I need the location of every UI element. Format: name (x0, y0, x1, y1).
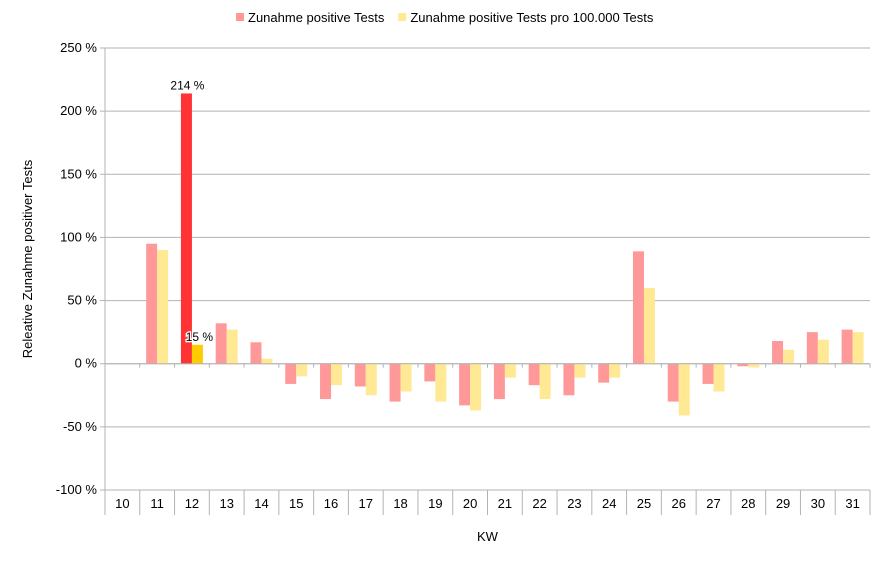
bar-kw11-series1 (146, 243, 158, 364)
bar-kw25-series1 (632, 251, 644, 364)
y-axis-ticks: -100 % -50 % 0 % 50 % 100 % 150 % 200 % 250 % (56, 40, 105, 497)
bar-kw17-series2 (365, 363, 377, 396)
bar-kw29-series2 (783, 349, 795, 364)
bar-kw22-series2 (539, 363, 551, 400)
bar-kw11-series2 (157, 250, 169, 364)
y-tick-label: 200 % (60, 103, 97, 118)
bar-kw31-series2 (852, 332, 864, 364)
x-tick-label: 28 (741, 496, 755, 511)
bar-kw22-series1 (528, 363, 540, 386)
bar-kw17-series1 (354, 363, 366, 387)
bar-kw30-series1 (806, 332, 818, 364)
x-tick-label: 31 (845, 496, 859, 511)
y-tick-label: 250 % (60, 40, 97, 55)
data-labels: 214 % 15 % (169, 77, 215, 345)
bar-kw20-series1 (459, 363, 471, 406)
bar-kw15-series1 (285, 363, 297, 384)
legend-label-series1: Zunahme positive Tests (248, 10, 385, 25)
bar-kw24-series1 (598, 363, 610, 383)
bar-kw26-series1 (667, 363, 679, 402)
bar-kw13-series2 (226, 329, 238, 364)
bar-kw27-series2 (713, 363, 725, 392)
x-tick-label: 22 (532, 496, 546, 511)
legend: Zunahme positive Tests Zunahme positive T… (236, 10, 654, 25)
data-label-kw12-series1: 214 % (170, 78, 204, 92)
bar-kw12-series2 (191, 344, 203, 364)
y-tick-label: 100 % (60, 229, 97, 244)
bar-kw31-series1 (841, 329, 853, 364)
x-tick-label: 16 (324, 496, 338, 511)
bar-kw21-series2 (504, 363, 516, 378)
data-label-kw12-series2: 15 % (186, 330, 214, 344)
bar-kw14-series1 (250, 342, 262, 364)
bar-kw28-series1 (737, 363, 749, 367)
bar-kw13-series1 (215, 323, 227, 364)
bar-kw24-series2 (609, 363, 621, 378)
x-tick-label: 12 (185, 496, 199, 511)
bar-kw14-series2 (261, 358, 273, 364)
bar-kw20-series2 (470, 363, 482, 411)
legend-swatch-series1 (236, 13, 244, 21)
bar-kw18-series2 (400, 363, 412, 392)
bar-kw23-series2 (574, 363, 586, 378)
bar-kw15-series2 (296, 363, 308, 377)
bar-kw19-series2 (435, 363, 447, 402)
x-tick-label: 15 (289, 496, 303, 511)
x-tick-label: 11 (150, 496, 164, 511)
y-tick-label: 150 % (60, 166, 97, 181)
x-tick-label: 13 (219, 496, 233, 511)
bar-kw21-series1 (493, 363, 505, 400)
y-tick-label: -50 % (63, 419, 97, 434)
bar-kw18-series1 (389, 363, 401, 402)
legend-label-series2: Zunahme positive Tests pro 100.000 Tests (410, 10, 654, 25)
gridlines (104, 47, 870, 491)
x-tick-label: 30 (811, 496, 825, 511)
bars (146, 93, 864, 416)
bar-kw27-series1 (702, 363, 714, 384)
x-tick-label: 25 (637, 496, 651, 511)
x-tick-label: 29 (776, 496, 790, 511)
bar-kw29-series1 (772, 340, 784, 364)
bar-kw26-series2 (678, 363, 690, 416)
bar-kw12-series1 (180, 93, 192, 364)
bar-kw16-series2 (331, 363, 343, 386)
bar-kw23-series1 (563, 363, 575, 396)
y-tick-label: 50 % (67, 293, 97, 308)
x-tick-label: 26 (672, 496, 686, 511)
x-tick-label: 17 (359, 496, 373, 511)
y-axis-title: Releative Zunahme positiver Tests (20, 159, 35, 358)
x-tick-label: 10 (115, 496, 129, 511)
x-tick-label: 18 (393, 496, 407, 511)
x-tick-label: 20 (463, 496, 477, 511)
x-tick-label: 24 (602, 496, 616, 511)
y-tick-label: 0 % (75, 356, 98, 371)
legend-swatch-series2 (398, 13, 407, 21)
bar-kw16-series1 (320, 363, 332, 400)
x-tick-label: 21 (498, 496, 512, 511)
bar-kw30-series2 (817, 339, 829, 364)
y-tick-label: -100 % (56, 482, 98, 497)
bar-kw25-series2 (643, 287, 655, 364)
x-tick-label: 14 (254, 496, 268, 511)
x-tick-label: 19 (428, 496, 442, 511)
x-tick-label: 27 (706, 496, 720, 511)
x-tick-label: 23 (567, 496, 581, 511)
bar-kw19-series1 (424, 363, 436, 382)
x-axis-title: KW (477, 529, 499, 544)
bar-kw28-series2 (748, 363, 760, 368)
x-axis: 10 11 12 13 14 15 16 17 18 19 20 21 22 23 24 25 26 27 28 29… (104, 363, 871, 515)
